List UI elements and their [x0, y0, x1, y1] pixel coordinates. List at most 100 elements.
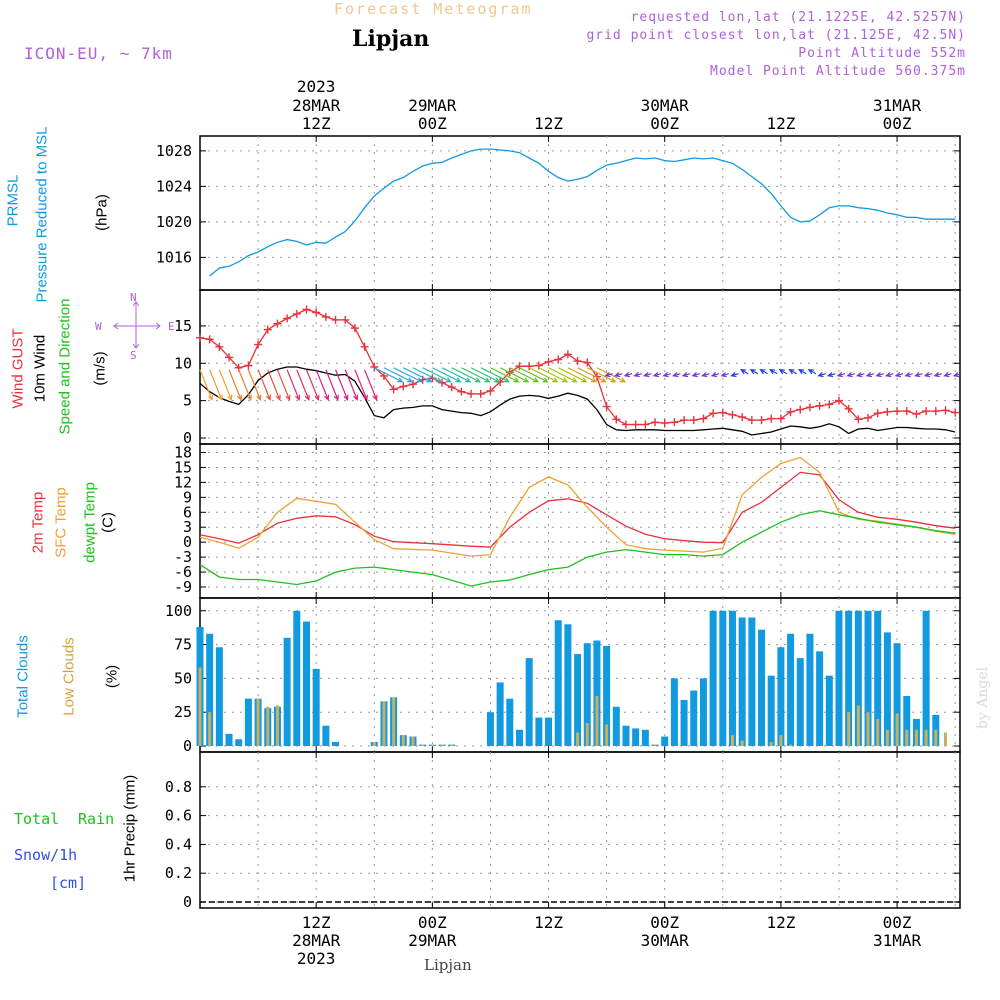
wind-direction-arrow — [247, 369, 261, 400]
wind-direction-arrowhead — [798, 369, 805, 375]
wind-gust-marker — [350, 324, 359, 333]
total-cloud-bar — [670, 678, 678, 746]
wind-direction-arrow — [557, 367, 587, 383]
bottom-time-label: 29MAR — [408, 931, 457, 950]
wind-direction-arrowhead — [542, 377, 549, 383]
wind-gust-line — [199, 308, 956, 426]
low-cloud-bar — [382, 701, 386, 746]
wind-direction-arrowhead — [435, 377, 443, 383]
wind-direction-arrow — [354, 369, 368, 400]
wind-direction-arrow — [403, 367, 432, 383]
snow-unit-label: [cm] — [50, 874, 87, 892]
total-cloud-bar — [206, 633, 214, 746]
wind-direction-arrowhead — [836, 371, 844, 378]
wind-direction-arrowhead — [397, 377, 404, 383]
wind-direction-arrowhead — [484, 377, 491, 383]
wind-direction-arrow — [373, 367, 403, 383]
pressure-ytick-label: 1024 — [156, 177, 192, 195]
total-cloud-bar — [506, 698, 514, 746]
pressure-ytick-label: 1016 — [156, 248, 192, 266]
low-cloud-bar — [595, 695, 599, 746]
wind-gust-marker — [399, 382, 408, 391]
wind-direction-arrow — [276, 369, 291, 400]
wind-gust-marker — [283, 314, 292, 323]
total-cloud-bar — [825, 675, 833, 746]
low-cloud-bar — [585, 723, 589, 746]
wind-gust-marker — [912, 410, 921, 419]
temp-sfc-line — [199, 456, 956, 557]
wind-direction-arrow — [305, 369, 320, 400]
wind-gust-marker — [554, 355, 563, 364]
total-cloud-bar — [903, 695, 911, 746]
wind-direction-arrow — [238, 369, 252, 400]
model-label: ICON-EU, ~ 7km — [24, 44, 173, 63]
total-cloud-bar — [854, 610, 862, 746]
wind-gust-marker — [689, 416, 698, 425]
wind-gust-marker — [563, 350, 572, 359]
top-time-label: 00Z — [883, 114, 912, 133]
wind-direction-arrow — [364, 369, 378, 400]
top-time-label: 00Z — [418, 114, 447, 133]
wind-gust-marker — [660, 419, 669, 428]
total-cloud-bar — [283, 637, 291, 746]
top-time-label: 00Z — [650, 114, 679, 133]
low-cloud-bar — [730, 735, 734, 746]
wind-direction-arrow — [586, 367, 616, 383]
wind-gust-marker — [883, 407, 892, 416]
wind-direction-arrowhead — [416, 377, 423, 383]
wind-gust-marker — [951, 408, 960, 417]
wind-direction-arrowhead — [923, 371, 931, 378]
temp-2m-line — [199, 471, 956, 548]
wind-direction-arrowhead — [295, 394, 301, 402]
total-cloud-bar — [545, 717, 553, 746]
total-cloud-bar — [525, 658, 533, 746]
total-cloud-bar — [486, 712, 494, 746]
point-altitude: Point Altitude 552m — [798, 46, 966, 61]
precip-ytick-label: 0.6 — [165, 807, 192, 825]
wind-direction-arrowhead — [739, 369, 747, 375]
wind-direction-arrowhead — [778, 369, 785, 375]
wind-gust-marker — [225, 353, 234, 362]
wind-gust-marker — [312, 308, 321, 317]
wind-gust-marker — [244, 361, 253, 370]
wind-gust-marker — [379, 371, 388, 380]
wind-direction-arrowhead — [362, 394, 368, 402]
total-cloud-bar — [574, 654, 582, 746]
precip-panel-frame — [199, 751, 961, 909]
wind-direction-arrowhead — [662, 371, 669, 378]
wind-gust-marker — [360, 342, 369, 351]
low-cloud-bar — [789, 744, 793, 746]
clouds-ytick-label: 0 — [183, 737, 192, 755]
wind-direction-arrow — [286, 369, 300, 400]
wind-gust-marker — [902, 407, 911, 416]
wind-direction-arrow — [577, 367, 606, 383]
wind-direction-arrowhead — [275, 394, 281, 402]
compass-s: S — [130, 349, 137, 362]
clouds-ytick-label: 25 — [174, 703, 192, 721]
bottom-time-label: 00Z — [883, 913, 912, 932]
clouds-ytick-label: 50 — [174, 669, 192, 687]
wind-direction-arrowhead — [749, 369, 756, 375]
wind-gust-marker — [680, 416, 689, 425]
wind-direction-arrow — [432, 367, 461, 383]
wind-direction-arrowhead — [600, 377, 607, 383]
wind-direction-arrowhead — [759, 369, 766, 375]
total-cloud-bar — [593, 640, 601, 746]
total-cloud-bar — [554, 620, 562, 746]
wind-direction-arrow — [228, 369, 242, 400]
low-cloud-bar — [895, 713, 899, 746]
total-rain-label-rain: Rain — [78, 810, 115, 828]
wind-direction-arrow — [325, 369, 339, 400]
wind-direction-arrowhead — [933, 371, 940, 378]
wind-direction-arrowhead — [523, 377, 530, 383]
total-cloud-bar — [738, 617, 746, 746]
wind-direction-arrowhead — [246, 394, 252, 402]
station-title: Lipjan — [352, 26, 430, 52]
wind-direction-arrow — [383, 367, 413, 383]
wind-direction-arrowhead — [494, 377, 501, 383]
wind-ytick-label: 15 — [174, 317, 192, 335]
wind-direction-arrowhead — [730, 371, 737, 378]
wind-direction-arrowhead — [856, 371, 863, 378]
low-cloud-bar — [450, 744, 454, 746]
